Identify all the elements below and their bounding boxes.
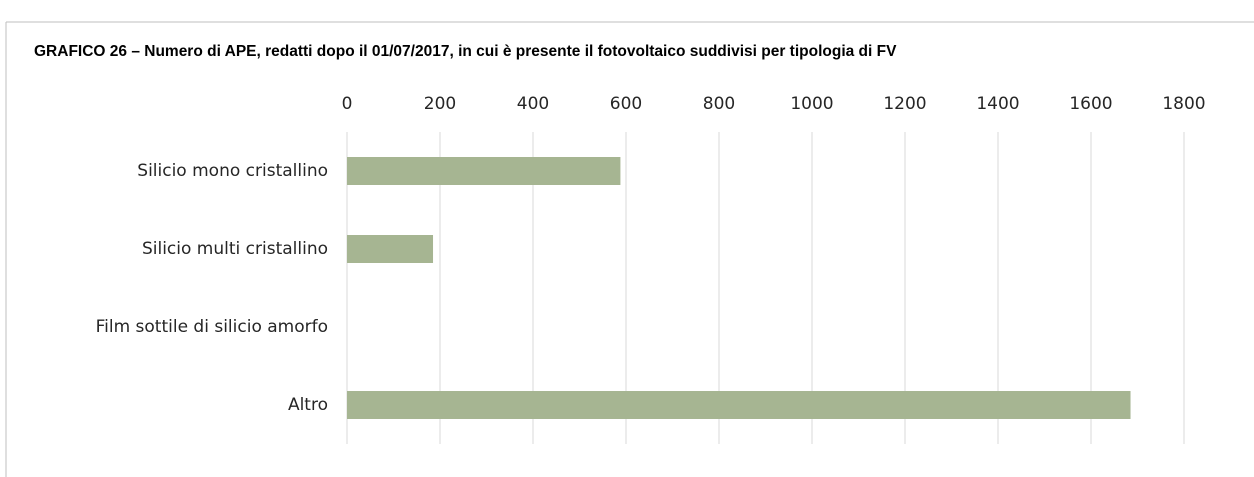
y-tick-label: Silicio mono cristallino — [137, 161, 328, 181]
x-tick-label: 1800 — [1162, 94, 1205, 114]
bar — [347, 235, 434, 263]
x-tick-label: 400 — [517, 94, 549, 114]
x-tick-label: 200 — [424, 94, 456, 114]
y-tick-label: Film sottile di silicio amorfo — [96, 317, 328, 337]
y-tick-label: Altro — [288, 395, 328, 415]
x-tick-label: 600 — [610, 94, 642, 114]
bar — [347, 157, 621, 185]
chart-title: GRAFICO 26 – Numero di APE, redatti dopo… — [34, 43, 897, 60]
x-tick-label: 1200 — [883, 94, 926, 114]
x-tick-label: 1600 — [1069, 94, 1112, 114]
x-tick-label: 1000 — [790, 94, 833, 114]
x-tick-label: 1400 — [976, 94, 1019, 114]
y-tick-label: Silicio multi cristallino — [142, 239, 328, 259]
x-tick-label: 800 — [703, 94, 735, 114]
bar — [347, 391, 1131, 419]
x-tick-label: 0 — [342, 94, 353, 114]
